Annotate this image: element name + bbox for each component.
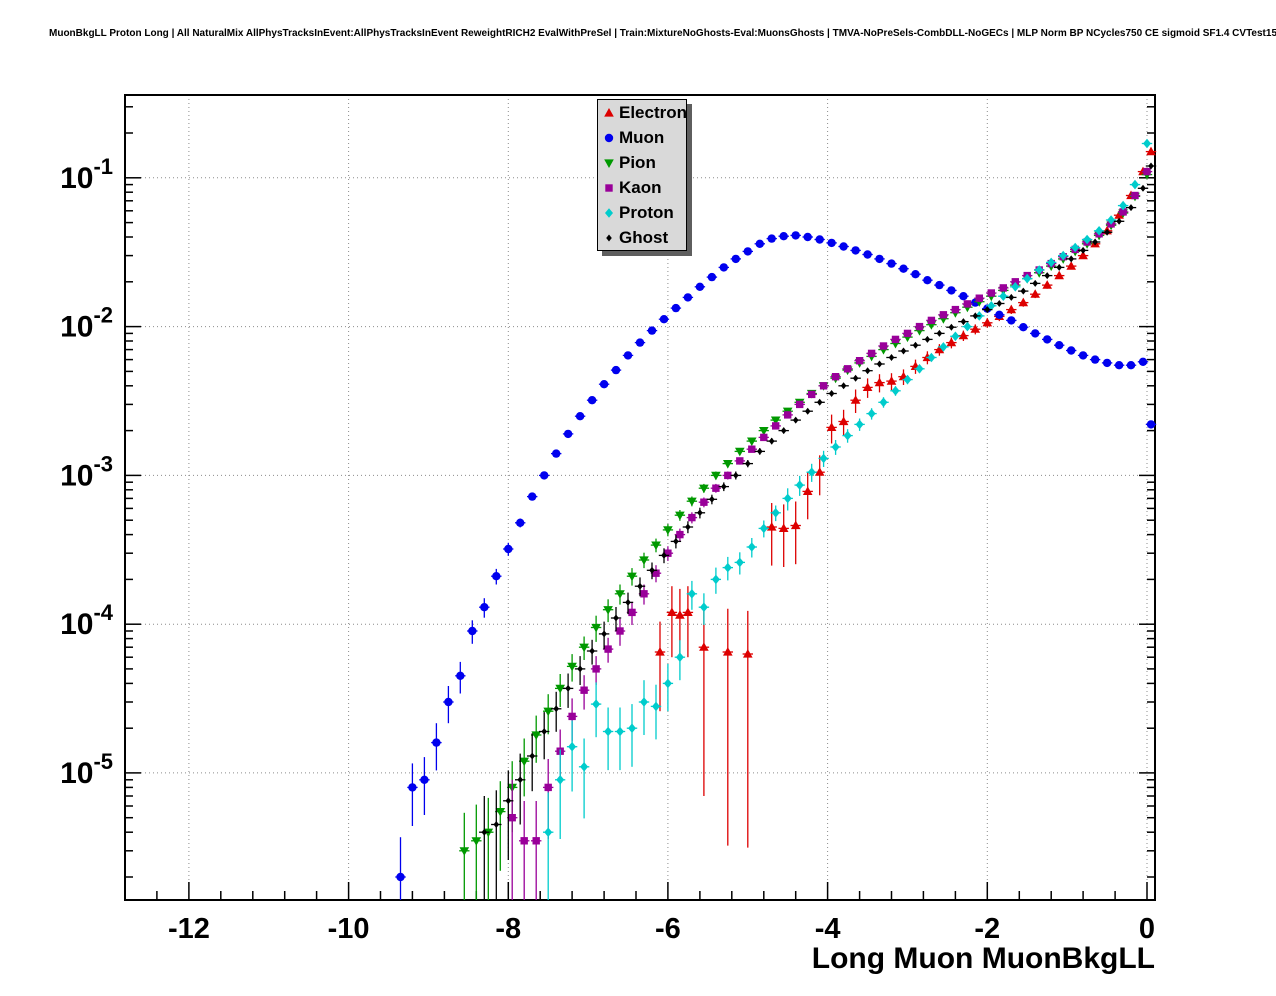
legend-item-proton: Proton <box>598 200 686 225</box>
series-muon <box>395 231 1157 900</box>
plot-title: MuonBkgLL Proton Long | All NaturalMix A… <box>49 28 1276 39</box>
x-tick-label: -10 <box>328 913 370 945</box>
x-tick-label: -2 <box>974 913 1000 945</box>
legend-item-label: Electron <box>619 103 688 122</box>
legend-item-label: Kaon <box>619 178 662 197</box>
legend: Electron Muon Pion Kaon Proton Ghost <box>597 99 687 251</box>
legend-item-label: Muon <box>619 128 665 147</box>
triangle-up-icon <box>604 107 614 117</box>
y-tick-label: 10-2 <box>60 303 113 344</box>
series-proton <box>543 138 1153 900</box>
square-icon <box>605 183 613 192</box>
y-tick-label: 10-5 <box>60 749 113 790</box>
triangle-down-icon <box>604 158 614 168</box>
x-tick-label: 0 <box>1139 913 1155 945</box>
y-tick-label: 10-1 <box>60 154 113 195</box>
series-electron <box>654 146 1157 848</box>
x-tick-label: -4 <box>815 913 841 945</box>
diamond-icon <box>605 207 613 218</box>
x-tick-label: -6 <box>655 913 681 945</box>
small-diamond-icon <box>606 234 612 241</box>
x-tick-label: -12 <box>168 913 210 945</box>
legend-item-muon: Muon <box>598 125 686 150</box>
y-tick-label: 10-3 <box>60 451 113 492</box>
circle-icon <box>604 133 614 142</box>
y-tick-label: 10-4 <box>60 600 114 641</box>
series-ghost <box>479 162 1157 900</box>
legend-item-label: Ghost <box>619 228 669 247</box>
series-pion <box>459 171 1153 900</box>
x-axis-title: Long Muon MuonBkgLL <box>811 942 1155 975</box>
legend-item-ghost: Ghost <box>598 225 686 250</box>
plot-frame <box>124 94 1156 901</box>
legend-item-label: Proton <box>619 203 674 222</box>
legend-item-pion: Pion <box>598 150 686 175</box>
legend-item-electron: Electron <box>598 100 688 125</box>
x-tick-label: -8 <box>495 913 521 945</box>
legend-item-label: Pion <box>619 153 656 172</box>
legend-item-kaon: Kaon <box>598 175 686 200</box>
